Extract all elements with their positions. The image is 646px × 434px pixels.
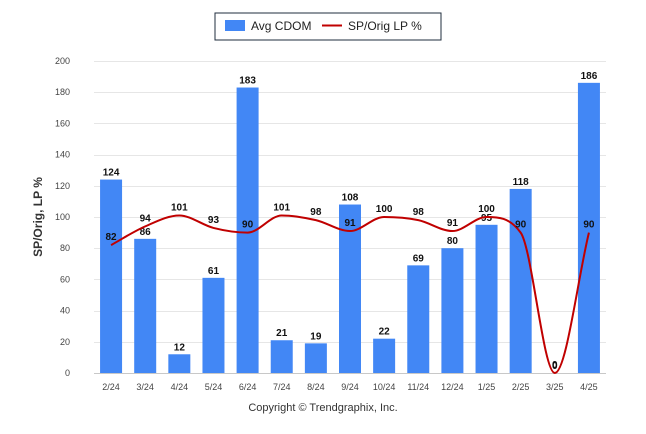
x-tick-label: 11/24: [407, 382, 429, 392]
bar: [407, 265, 430, 373]
y-axis-label: SP/Orig, LP %: [31, 177, 45, 257]
bar: [509, 188, 532, 373]
bar-data-labels: 124 86 12 61 183 21 19 108 22 69 80 95 118 0 186: [103, 71, 598, 372]
line-value-label: 101: [273, 202, 290, 213]
bar-value-label: 95: [481, 213, 493, 224]
bar: [236, 87, 259, 374]
legend-bar-label: Avg CDOM: [251, 19, 311, 33]
bar: [304, 343, 327, 373]
y-tick-labels: 0 20 40 60 80 100 120 140 160 180 200: [55, 56, 70, 378]
bar: [168, 354, 191, 373]
bar-value-label: 61: [208, 266, 220, 277]
line-series-path: [110, 214, 590, 375]
line-value-label: 94: [140, 213, 152, 224]
bar-value-label: 22: [379, 327, 391, 338]
x-tick-label: 3/25: [546, 382, 564, 392]
line-value-label: 98: [310, 207, 322, 218]
bar: [441, 248, 464, 373]
bar-value-label: 12: [174, 342, 186, 353]
x-tick-label: 8/24: [307, 382, 325, 392]
x-tick-label: 12/24: [441, 382, 464, 392]
bar: [202, 277, 225, 373]
y-tick-label: 200: [55, 56, 70, 66]
y-tick-label: 0: [65, 368, 70, 378]
y-tick-label: 40: [60, 306, 70, 316]
bar: [373, 338, 396, 373]
bars: [100, 82, 600, 374]
legend-line-label: SP/Orig LP %: [348, 19, 422, 33]
line-value-label: 90: [242, 220, 254, 231]
line-value-label: 100: [376, 204, 393, 215]
bar: [475, 224, 498, 373]
x-tick-label: 4/24: [171, 382, 189, 392]
bar-value-label: 124: [103, 168, 120, 179]
line-value-label: 93: [208, 215, 220, 226]
line-value-label: 90: [583, 220, 595, 231]
x-tick-labels: 2/24 3/24 4/24 5/24 6/24 7/24 8/24 9/24 10/24 11/…: [102, 382, 597, 392]
line-value-label: 100: [478, 204, 495, 215]
line-value-label: 101: [171, 202, 188, 213]
legend-bar-swatch: [225, 20, 245, 31]
bar: [100, 179, 123, 373]
bar-value-label: 86: [140, 227, 152, 238]
bar-value-label: 19: [310, 331, 322, 342]
bar-value-label: 80: [447, 236, 459, 247]
bar-value-label: 186: [581, 71, 598, 82]
legend: Avg CDOM SP/Orig LP %: [214, 12, 442, 41]
line-data-labels: 82 94 101 93 90 101 98 91 100 98 91 100 90 0 90: [106, 202, 595, 371]
bar-value-label: 0: [552, 361, 558, 372]
x-tick-label: 5/24: [205, 382, 223, 392]
x-tick-label: 7/24: [273, 382, 291, 392]
x-tick-label: 2/24: [102, 382, 120, 392]
bar: [270, 340, 293, 373]
y-tick-label: 140: [55, 150, 70, 160]
bar-value-label: 118: [513, 177, 530, 188]
bar: [339, 204, 361, 373]
x-tick-label: 1/25: [478, 382, 496, 392]
x-tick-label: 6/24: [239, 382, 257, 392]
line-value-label: 90: [515, 220, 527, 231]
line-value-label: 82: [106, 232, 118, 243]
bar: [577, 82, 600, 373]
bar-value-label: 183: [239, 76, 256, 87]
x-tick-label: 2/25: [512, 382, 530, 392]
bar-value-label: 108: [342, 193, 359, 204]
line-series: [110, 214, 590, 375]
line-value-label: 91: [447, 218, 459, 229]
bar-value-label: 21: [276, 328, 288, 339]
copyright-text: Copyright © Trendgraphix, Inc.: [248, 402, 398, 414]
y-tick-label: 180: [55, 87, 70, 97]
bar-value-label: 69: [413, 253, 425, 264]
line-value-label: 0: [552, 360, 558, 371]
x-tick-label: 10/24: [373, 382, 396, 392]
line-value-label: 91: [344, 218, 356, 229]
y-tick-label: 100: [55, 212, 70, 222]
y-tick-label: 60: [60, 274, 70, 284]
x-tick-label: 4/25: [580, 382, 598, 392]
x-tick-label: 3/24: [136, 382, 154, 392]
y-tick-label: 80: [60, 243, 70, 253]
y-tick-label: 160: [55, 118, 70, 128]
x-tick-label: 9/24: [341, 382, 359, 392]
y-tick-label: 20: [60, 337, 70, 347]
bar: [134, 238, 157, 373]
line-value-label: 98: [413, 207, 425, 218]
y-tick-label: 120: [55, 181, 70, 191]
